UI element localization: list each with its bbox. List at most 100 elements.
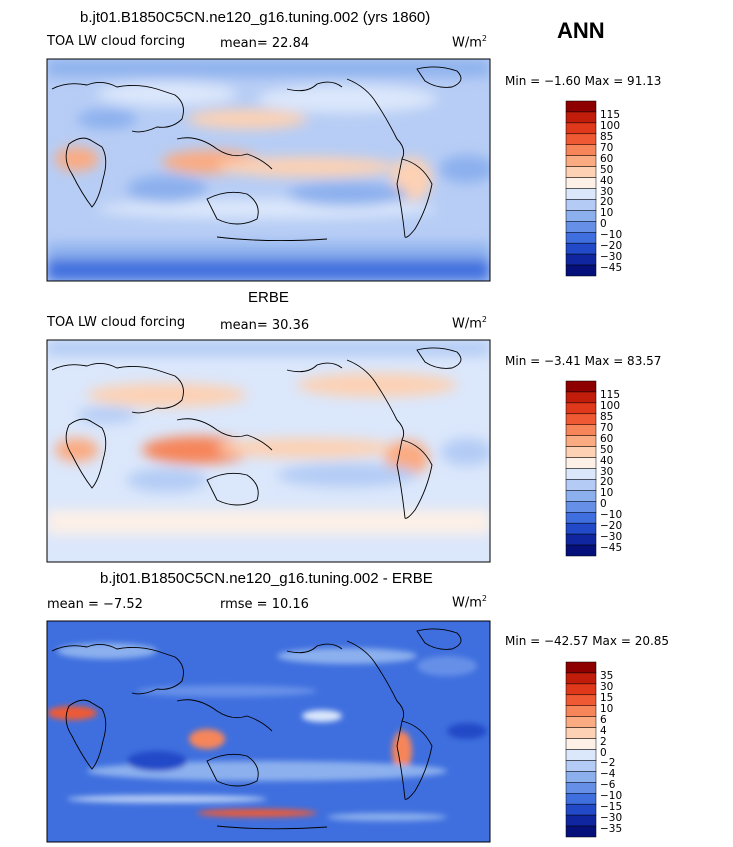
colorbar-swatch <box>565 468 597 480</box>
panel1-map <box>46 58 491 282</box>
colorbar-tick-label: 10 <box>600 487 614 500</box>
colorbar-swatch <box>565 435 597 447</box>
panel3-map <box>46 620 491 843</box>
colorbar-tick-label: −20 <box>600 520 623 533</box>
coastlines <box>51 66 462 242</box>
colorbar-swatch <box>565 749 597 761</box>
colorbar-tick-label: 70 <box>600 421 614 434</box>
colorbar-swatch <box>565 264 597 277</box>
colorbar-tick-label: 10 <box>600 207 614 220</box>
colorbar-tick-label: −30 <box>600 812 623 825</box>
panel3-minmax: Min = −42.57 Max = 20.85 <box>505 634 670 648</box>
colorbar-swatch <box>565 210 597 222</box>
colorbar-swatch <box>565 501 597 513</box>
colorbar-tick-label: −20 <box>600 240 623 253</box>
panel2-map <box>46 339 491 563</box>
panel2-mean: mean= 30.36 <box>220 318 310 333</box>
colorbar-swatch <box>565 413 597 425</box>
colorbar-swatch <box>565 793 597 805</box>
colorbar-tick-label: 115 <box>600 108 621 121</box>
panel3-title: b.jt01.B1850C5CN.ne120_g16.tuning.002 - … <box>100 570 433 587</box>
colorbar-swatch <box>565 155 597 167</box>
colorbar-tick-label: 6 <box>600 713 607 726</box>
panel3-colorbar <box>565 661 597 838</box>
colorbar-swatch <box>565 760 597 772</box>
colorbar-tick-label: −45 <box>600 262 623 275</box>
colorbar-swatch <box>565 402 597 415</box>
colorbar-tick-label: −30 <box>600 251 623 264</box>
colorbar-tick-label: 30 <box>600 465 614 478</box>
colorbar-tick-label: 4 <box>600 724 607 737</box>
panel3-units: W/m2 <box>452 594 487 611</box>
panel3-mean: mean = −7.52 <box>47 597 143 612</box>
panel1-colorbar <box>565 100 597 277</box>
panel2-colorbar <box>565 380 597 557</box>
colorbar-tick-label: 30 <box>600 680 614 693</box>
colorbar-swatch <box>565 490 597 502</box>
colorbar-tick-label: 85 <box>600 130 614 143</box>
colorbar-swatch <box>565 683 597 696</box>
colorbar-tick-label: 35 <box>600 669 614 682</box>
colorbar-swatch <box>565 232 597 244</box>
colorbar-swatch <box>565 825 597 838</box>
colorbar-swatch <box>565 122 597 135</box>
colorbar-tick-label: −15 <box>600 801 623 814</box>
colorbar-tick-label: 15 <box>600 691 614 704</box>
colorbar-tick-label: −45 <box>600 542 623 555</box>
colorbar-swatch <box>565 803 597 816</box>
colorbar-tick-label: −10 <box>600 229 623 242</box>
colorbar-tick-label: −10 <box>600 509 623 522</box>
colorbar-swatch <box>565 771 597 783</box>
colorbar-swatch <box>565 457 597 469</box>
coastlines <box>51 628 462 830</box>
colorbar-swatch <box>565 111 597 124</box>
panel2-field-label: TOA LW cloud forcing <box>47 315 186 330</box>
colorbar-tick-label: 100 <box>600 399 621 412</box>
panel2-units: W/m2 <box>452 315 487 332</box>
colorbar-tick-label: −10 <box>600 790 623 803</box>
colorbar-tick-label: 60 <box>600 432 614 445</box>
colorbar-swatch <box>565 446 597 458</box>
colorbar-tick-label: 50 <box>600 163 614 176</box>
colorbar-swatch <box>565 727 597 739</box>
colorbar-swatch <box>565 716 597 728</box>
colorbar-tick-label: 10 <box>600 702 614 715</box>
colorbar-swatch <box>565 544 597 557</box>
colorbar-tick-label: 20 <box>600 476 614 489</box>
colorbar-tick-label: 40 <box>600 174 614 187</box>
colorbar-tick-label: 0 <box>600 746 607 759</box>
panel1-mean: mean= 22.84 <box>220 36 310 51</box>
colorbar-swatch <box>565 694 597 706</box>
panel1-title: b.jt01.B1850C5CN.ne120_g16.tuning.002 (y… <box>80 9 431 26</box>
colorbar-tick-label: 70 <box>600 141 614 154</box>
colorbar-swatch <box>565 253 597 266</box>
colorbar-tick-label: −4 <box>600 768 616 781</box>
colorbar-swatch <box>565 391 597 404</box>
panel1-minmax: Min = −1.60 Max = 91.13 <box>505 74 662 88</box>
coastlines <box>51 347 462 519</box>
colorbar-swatch <box>565 424 597 436</box>
colorbar-tick-label: −30 <box>600 531 623 544</box>
colorbar-tick-label: 50 <box>600 443 614 456</box>
colorbar-swatch <box>565 144 597 156</box>
colorbar-swatch <box>565 188 597 200</box>
panel2-title: ERBE <box>248 289 289 306</box>
colorbar-tick-label: 2 <box>600 735 607 748</box>
colorbar-swatch <box>565 814 597 827</box>
colorbar-swatch <box>565 479 597 491</box>
colorbar-tick-label: −6 <box>600 779 616 792</box>
colorbar-tick-label: 0 <box>600 218 607 231</box>
colorbar-swatch <box>565 512 597 524</box>
colorbar-tick-label: −35 <box>600 823 623 836</box>
colorbar-swatch <box>565 199 597 211</box>
colorbar-swatch <box>565 100 597 113</box>
panel1-units: W/m2 <box>452 34 487 51</box>
colorbar-tick-label: 85 <box>600 410 614 423</box>
colorbar-swatch <box>565 705 597 717</box>
colorbar-swatch <box>565 177 597 189</box>
colorbar-tick-label: 30 <box>600 185 614 198</box>
season-label: ANN <box>557 18 605 43</box>
colorbar-swatch <box>565 661 597 674</box>
colorbar-swatch <box>565 221 597 233</box>
colorbar-tick-label: 0 <box>600 498 607 511</box>
